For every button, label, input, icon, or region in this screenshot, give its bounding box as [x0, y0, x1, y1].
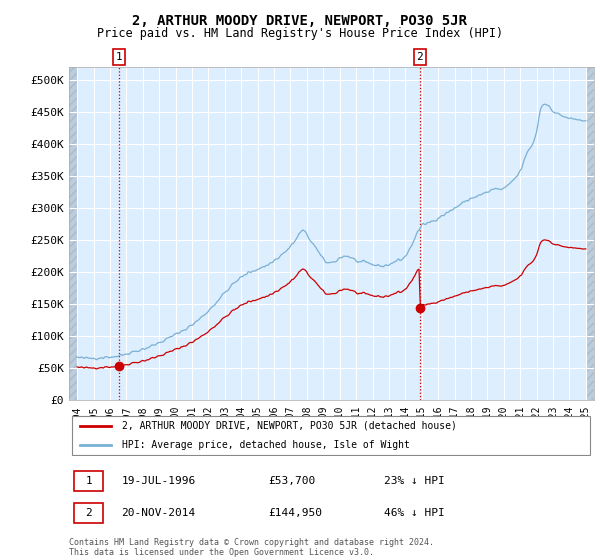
Text: £144,950: £144,950: [269, 508, 323, 518]
Text: 20-NOV-2014: 20-NOV-2014: [121, 508, 196, 518]
Text: HPI: Average price, detached house, Isle of Wight: HPI: Average price, detached house, Isle…: [121, 440, 409, 450]
Text: 2: 2: [85, 508, 92, 518]
Text: 1: 1: [85, 476, 92, 486]
Text: 46% ↓ HPI: 46% ↓ HPI: [384, 508, 445, 518]
Bar: [586, 67, 594, 400]
Text: Contains HM Land Registry data © Crown copyright and database right 2024.
This d: Contains HM Land Registry data © Crown c…: [69, 538, 434, 557]
Text: Price paid vs. HM Land Registry's House Price Index (HPI): Price paid vs. HM Land Registry's House …: [97, 27, 503, 40]
Text: 2: 2: [416, 52, 423, 62]
Text: 1: 1: [115, 52, 122, 62]
FancyBboxPatch shape: [71, 416, 590, 455]
FancyBboxPatch shape: [74, 470, 103, 491]
Text: 19-JUL-1996: 19-JUL-1996: [121, 476, 196, 486]
Text: £53,700: £53,700: [269, 476, 316, 486]
FancyBboxPatch shape: [74, 503, 103, 524]
Text: 2, ARTHUR MOODY DRIVE, NEWPORT, PO30 5JR: 2, ARTHUR MOODY DRIVE, NEWPORT, PO30 5JR: [133, 14, 467, 28]
Text: 23% ↓ HPI: 23% ↓ HPI: [384, 476, 445, 486]
Text: 2, ARTHUR MOODY DRIVE, NEWPORT, PO30 5JR (detached house): 2, ARTHUR MOODY DRIVE, NEWPORT, PO30 5JR…: [121, 421, 457, 431]
Bar: [69, 67, 77, 400]
